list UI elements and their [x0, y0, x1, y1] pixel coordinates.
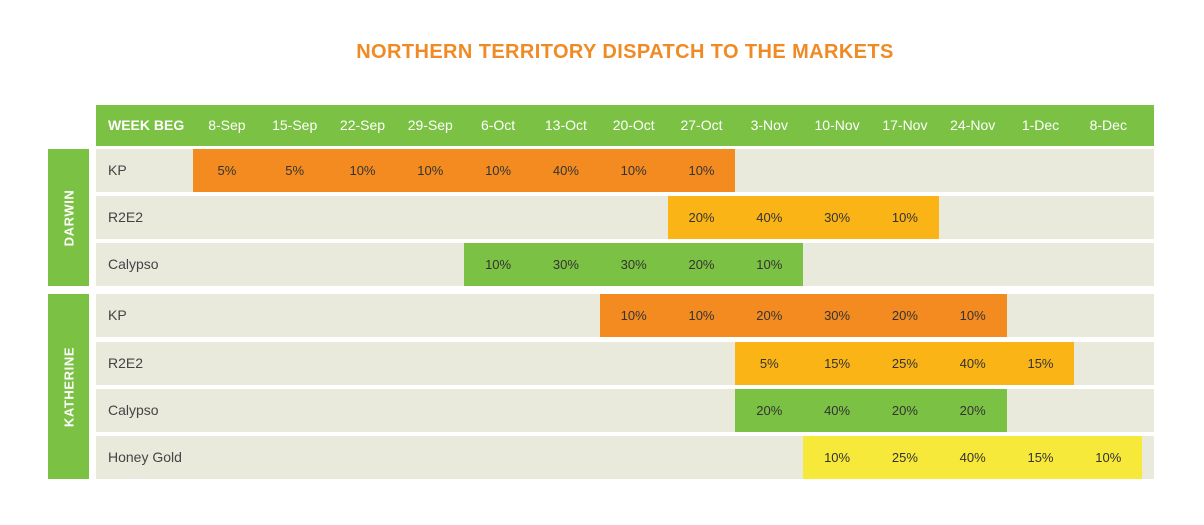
region-label-block: DARWIN [48, 149, 89, 287]
week-header: 1-Dec [1021, 117, 1060, 133]
dispatch-value: 10% [485, 163, 512, 178]
dispatch-value: 10% [688, 163, 715, 178]
week-header: 22-Sep [339, 117, 386, 133]
dispatch-value: 40% [756, 210, 783, 226]
dispatch-value: 10% [349, 163, 376, 178]
table-row: Calypso 10% 30% 30% 20% 10% [96, 243, 1154, 287]
variety-label: Honey Gold [108, 449, 182, 465]
table-row: KP 5% 5% 10% 10% 10% 40% 10% 10% [96, 149, 1154, 192]
dispatch-value: 20% [891, 308, 918, 324]
week-header: 20-Oct [612, 117, 655, 133]
dispatch-bar [803, 436, 1143, 479]
dispatch-value: 30% [552, 257, 579, 273]
dispatch-value: 15% [1027, 450, 1054, 465]
table-row: R2E2 20% 40% 30% 10% [96, 196, 1154, 240]
week-header: 17-Nov [882, 117, 928, 133]
dispatch-bar [667, 196, 939, 240]
week-header: 8-Dec [1089, 117, 1127, 133]
chart-title: NORTHERN TERRITORY DISPATCH TO THE MARKE… [356, 41, 894, 63]
dispatch-bar [599, 294, 1007, 338]
table-row: Calypso 20% 40% 20% 20% [96, 388, 1154, 432]
dispatch-value: 40% [824, 402, 851, 418]
dispatch-value: 20% [756, 402, 783, 418]
dispatch-value: 15% [1027, 355, 1054, 371]
dispatch-value: 25% [891, 450, 918, 465]
table-header: WEEK BEG 8-Sep 15-Sep 22-Sep 29-Sep 6-Oct 13-… [96, 105, 1154, 146]
variety-label: R2E2 [108, 209, 144, 226]
dispatch-value: 10% [417, 163, 444, 178]
week-header: 10-Nov [814, 117, 860, 133]
variety-label: KP [108, 162, 127, 178]
dispatch-value: 30% [620, 257, 647, 273]
dispatch-value: 10% [756, 257, 783, 273]
dispatch-bar [464, 243, 804, 287]
region-label: KATHERINE [61, 346, 76, 427]
variety-label: KP [108, 307, 127, 324]
dispatch-value: 10% [620, 308, 647, 324]
week-header: 13-Oct [544, 117, 587, 133]
week-header: 15-Sep [272, 117, 318, 133]
dispatch-bar [193, 149, 736, 192]
week-header: 24-Nov [950, 117, 996, 133]
dispatch-value: 15% [824, 355, 851, 371]
dispatch-value: 10% [959, 308, 986, 324]
table-row: Honey Gold 10% 25% 40% 15% 10% [96, 436, 1154, 479]
variety-label: Calypso [108, 401, 159, 418]
week-header: 29-Sep [407, 117, 453, 133]
week-beg-label: WEEK BEG [108, 117, 185, 133]
week-header: 27-Oct [680, 117, 723, 133]
dispatch-value: 5% [285, 163, 305, 178]
dispatch-value: 10% [688, 308, 715, 324]
table-row: R2E2 5% 15% 25% 40% 15% [96, 341, 1154, 385]
dispatch-bar [735, 388, 1007, 432]
dispatch-value: 40% [959, 355, 986, 371]
dispatch-value: 5% [759, 355, 779, 371]
dispatch-value: 20% [688, 210, 715, 226]
dispatch-value: 30% [824, 308, 851, 324]
dispatch-value: 30% [824, 210, 851, 226]
dispatch-value: 10% [620, 163, 647, 178]
dispatch-value: 10% [824, 450, 851, 465]
dispatch-value: 10% [891, 210, 918, 226]
week-header: 6-Oct [480, 117, 516, 133]
dispatch-value: 10% [1095, 450, 1122, 465]
variety-label: Calypso [108, 256, 159, 273]
dispatch-value: 20% [756, 308, 783, 324]
dispatch-value: 20% [959, 402, 986, 418]
dispatch-value: 20% [891, 402, 918, 418]
dispatch-value: 25% [891, 355, 918, 371]
week-header: 8-Sep [208, 117, 246, 133]
region-label-block: KATHERINE [48, 294, 89, 479]
dispatch-value: 5% [217, 163, 237, 178]
dispatch-value: 40% [552, 163, 579, 178]
dispatch-value: 40% [959, 450, 986, 465]
table-row: KP 10% 10% 20% 30% 20% 10% [96, 294, 1154, 338]
region-label: DARWIN [61, 189, 76, 247]
variety-label: R2E2 [108, 354, 144, 371]
week-header: 3-Nov [750, 117, 788, 133]
dispatch-value: 20% [688, 257, 715, 273]
dispatch-bar [735, 341, 1075, 385]
dispatch-value: 10% [485, 257, 512, 273]
